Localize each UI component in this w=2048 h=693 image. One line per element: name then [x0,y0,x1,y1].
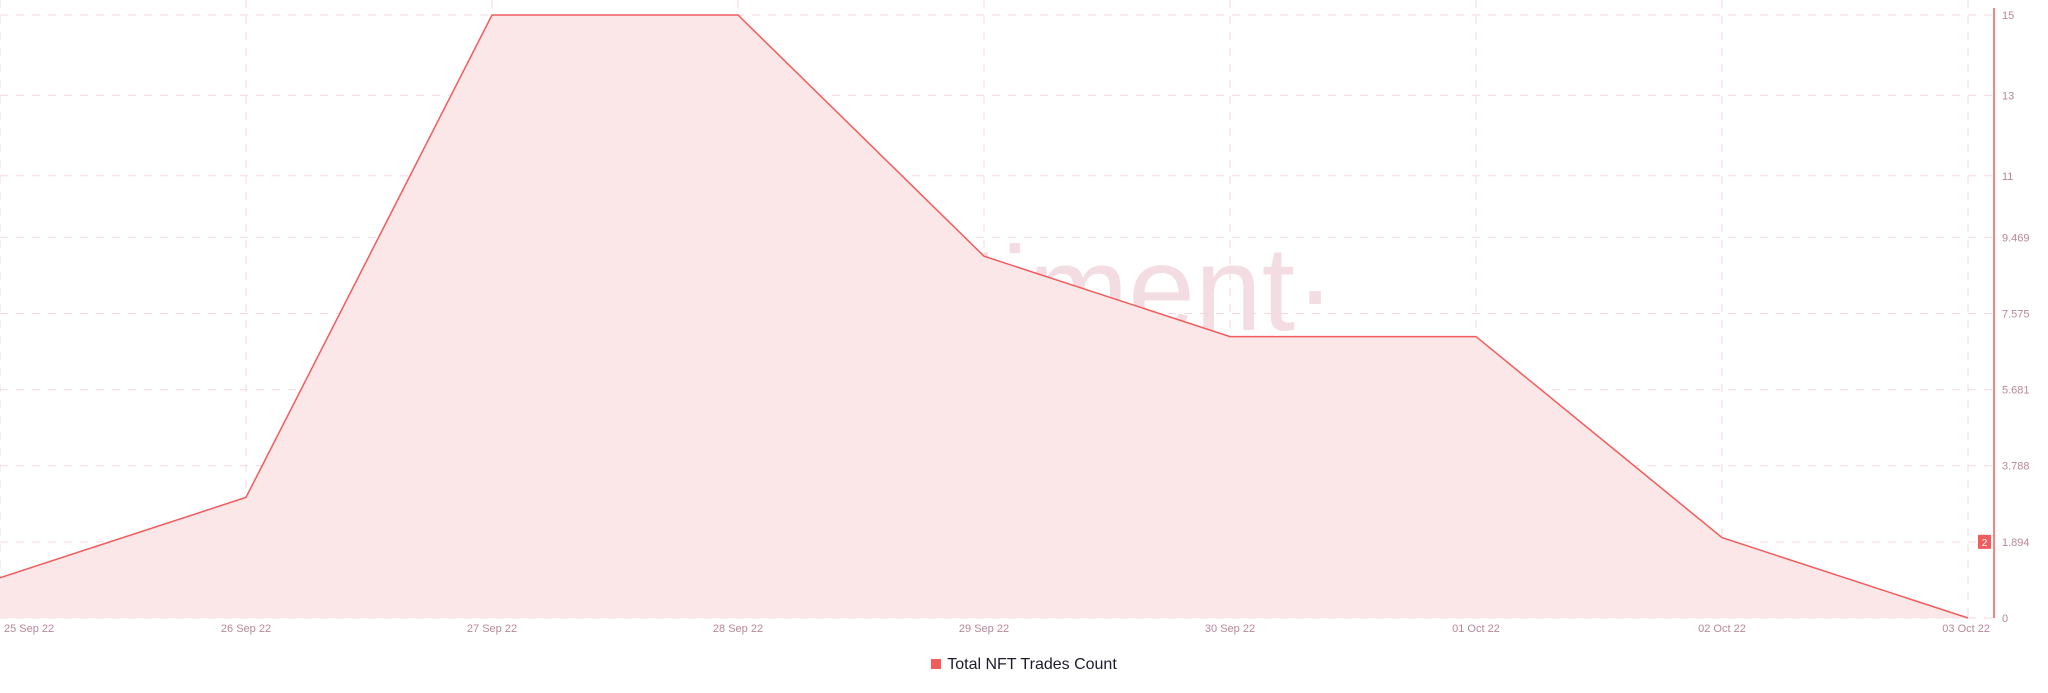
series-line [0,14,1969,619]
legend-swatch [931,659,942,669]
x-tick-label: 29 Sep 22 [959,623,1009,635]
x-tick-label: 30 Sep 22 [1205,623,1255,635]
badge-bg [1978,534,1991,549]
y-tick-label: 3.788 [2002,461,2030,473]
x-tick-label: 25 Sep 22 [4,623,54,635]
x-axis-labels: 25 Sep 22 26 Sep 22 27 Sep 22 28 Sep 22 29 S… [4,623,1990,635]
area-fill [0,15,1968,618]
x-tick-label: 28 Sep 22 [713,623,763,635]
y-tick-label: 1.894 [2002,537,2030,549]
x-tick-label: 27 Sep 22 [467,623,517,635]
legend-label: Total NFT Trades Count [947,656,1117,673]
y-tick-label: 11 [2002,171,2013,183]
y-tick-label: 13 [2002,90,2014,102]
y-tick-label: 5.681 [2002,385,2030,397]
x-tick-label: 26 Sep 22 [221,623,271,635]
x-tick-label: 02 Oct 22 [1698,623,1746,635]
badge-text: 2 [1982,538,1988,549]
legend[interactable]: Total NFT Trades Count [0,656,2048,674]
y-tick-label: 9.469 [2002,232,2030,244]
y-tick-label: 15 [2002,10,2014,22]
x-tick-label: 03 Oct 22 [1942,623,1990,635]
y-axis-labels: 0 1.894 3.788 5.681 7.575 9.469 11 13 15 [2002,10,2030,625]
y-tick-label: 0 [2002,613,2008,625]
chart: ·santiment· 01.8943.7885.6817.5759.46911… [0,0,2030,635]
y-tick-label: 7.575 [2002,308,2030,320]
current-value-badge: 2 [1978,534,1991,549]
x-tick-label: 01 Oct 22 [1452,623,1500,635]
